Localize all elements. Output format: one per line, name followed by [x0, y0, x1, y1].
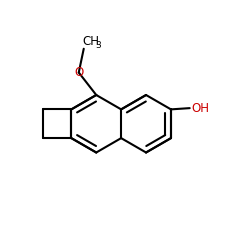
Text: O: O: [74, 66, 84, 79]
Text: 3: 3: [96, 41, 102, 50]
Text: CH: CH: [82, 34, 100, 48]
Text: OH: OH: [191, 102, 209, 114]
